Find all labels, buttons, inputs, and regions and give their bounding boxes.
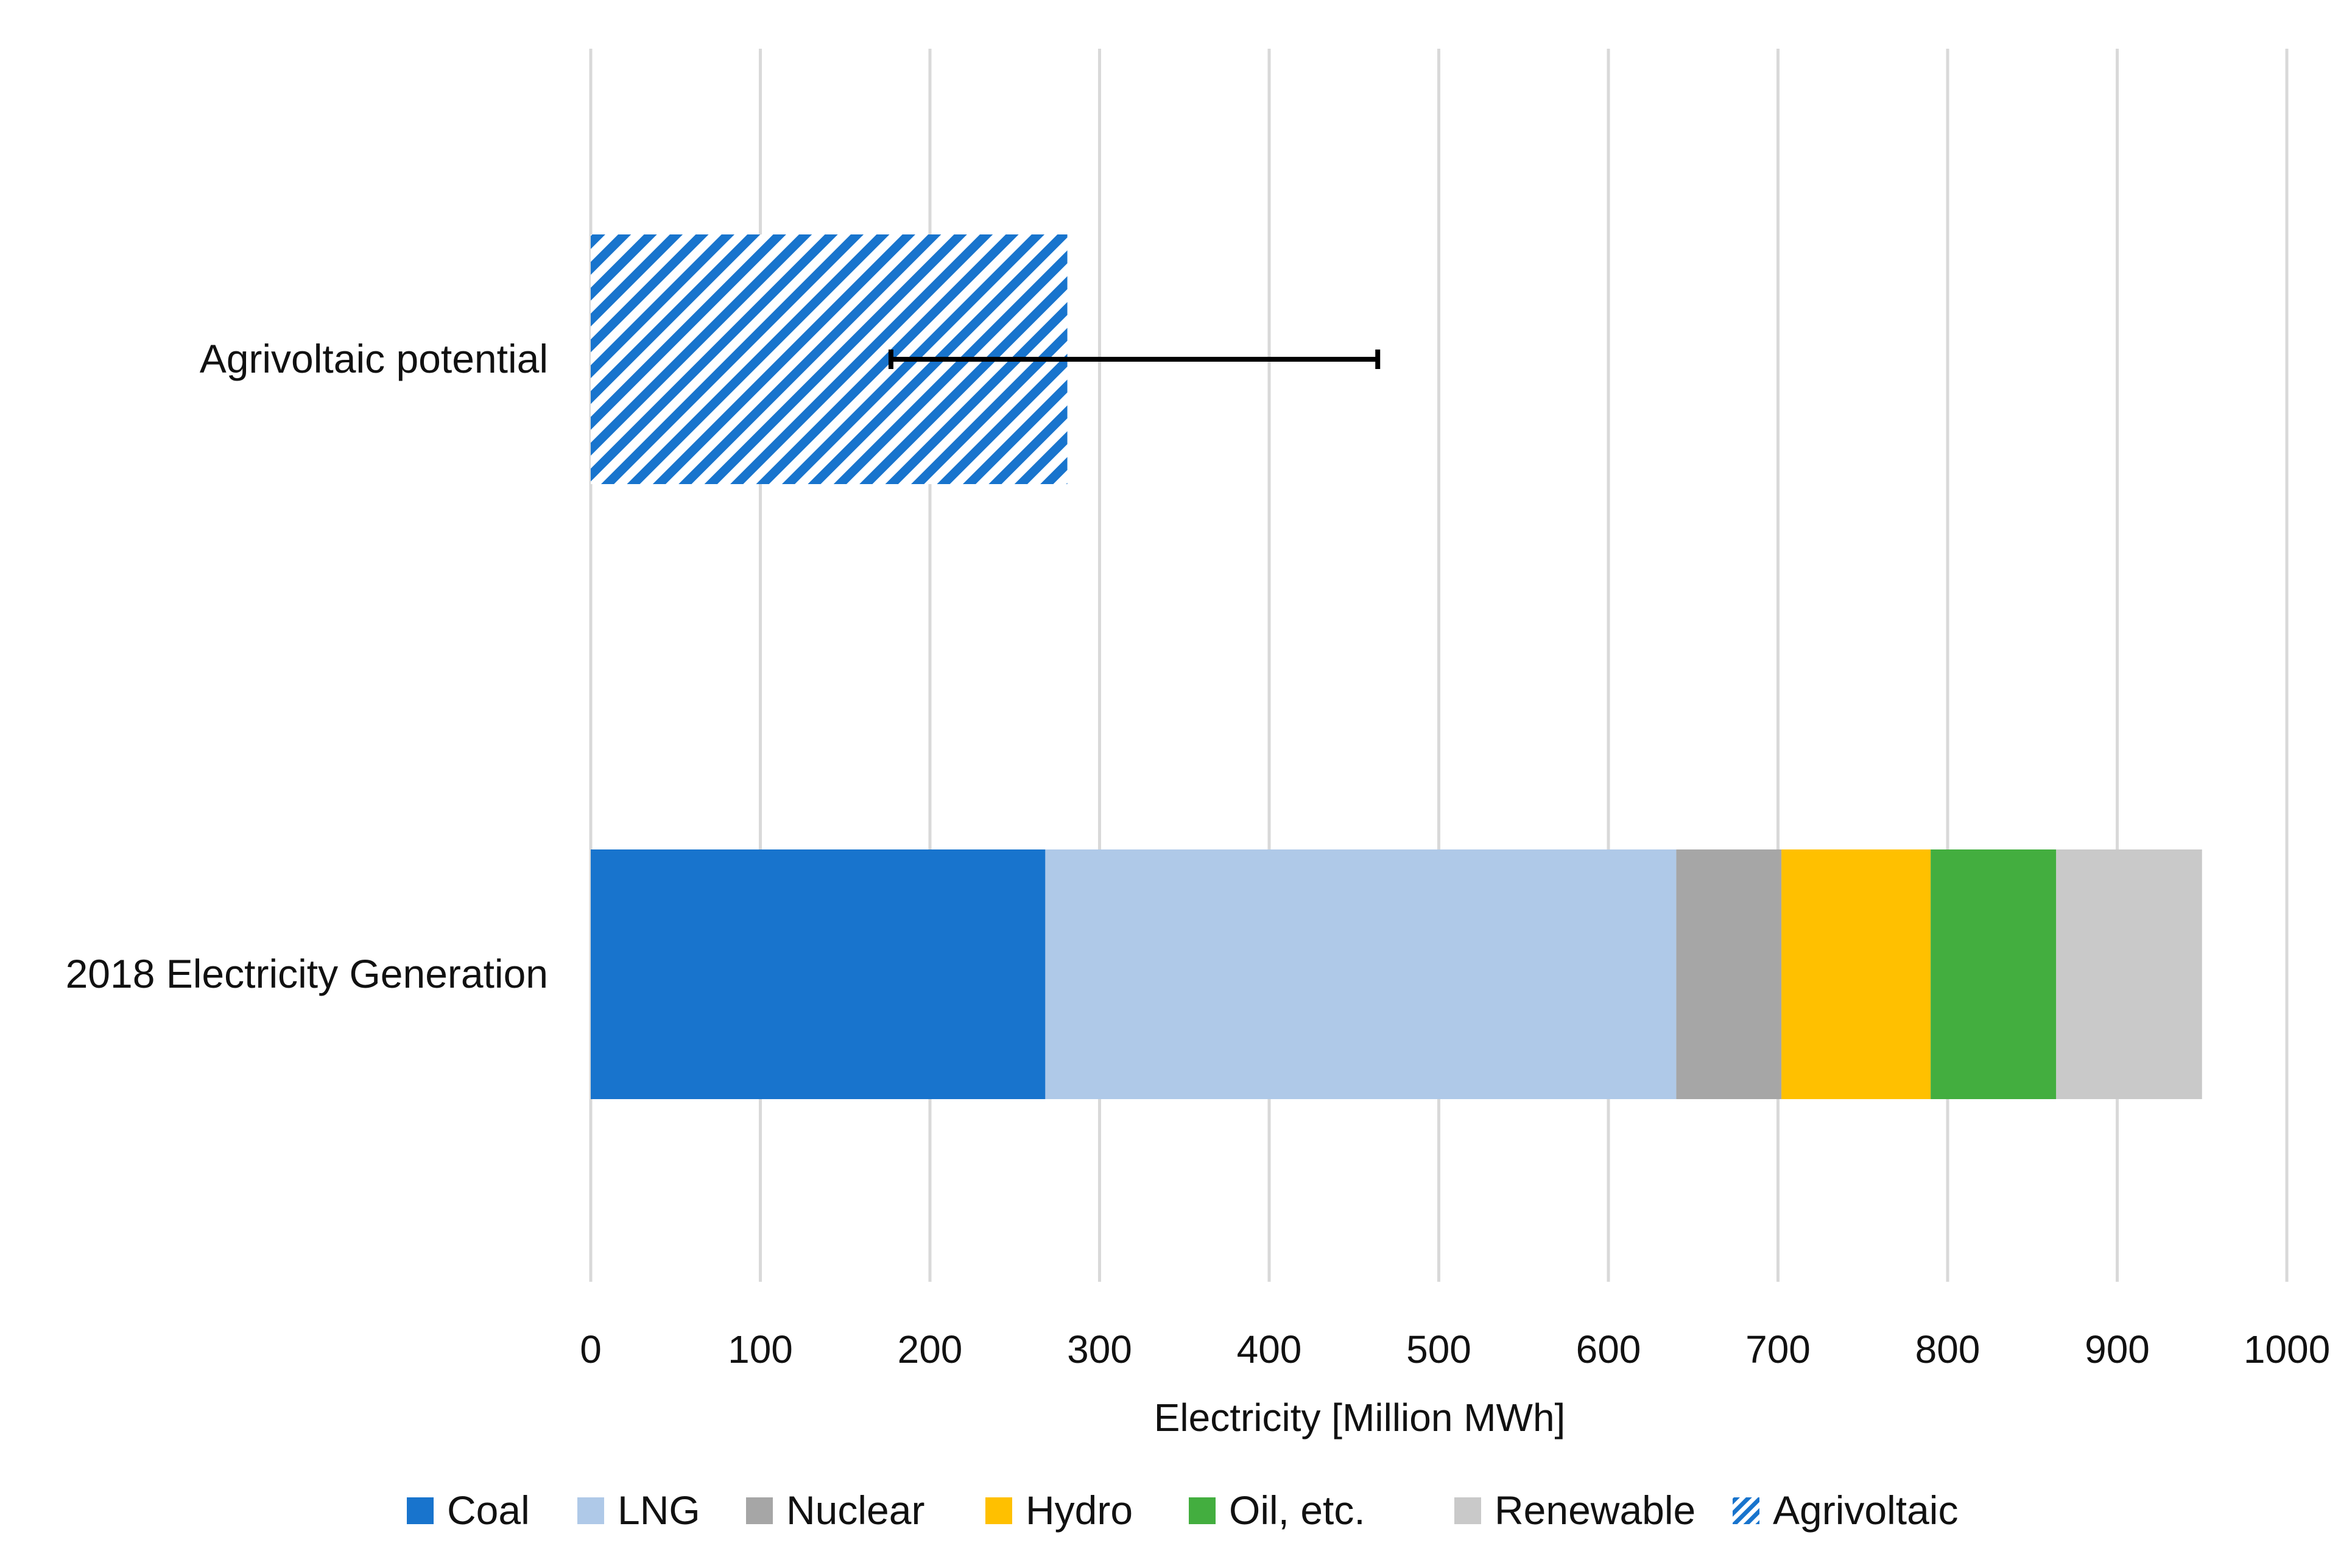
x-tick-label-500: 500 [1406, 1327, 1471, 1371]
bar-2018-electricity-generation-oil-etc [1931, 849, 2057, 1099]
x-tick-label-300: 300 [1067, 1327, 1132, 1371]
legend-label-oil-etc: Oil, etc. [1229, 1488, 1365, 1533]
category-labels: Agrivoltaic potential 2018 Electricity Ge… [66, 336, 548, 996]
bar-2018-electricity-generation-hydro [1781, 849, 1931, 1099]
error-bars [888, 350, 1381, 369]
legend-swatch-lng [577, 1497, 604, 1524]
bar-2018-electricity-generation-nuclear [1676, 849, 1782, 1099]
legend-label-nuclear: Nuclear [786, 1488, 924, 1533]
x-axis-title: Electricity [Million MWh] [1154, 1396, 1566, 1440]
legend-swatch-nuclear [746, 1497, 773, 1524]
legend-label-renewable: Renewable [1495, 1488, 1695, 1533]
bars [591, 234, 2202, 1099]
legend-swatch-renewable [1454, 1497, 1481, 1524]
legend-swatch-coal [407, 1497, 434, 1524]
legend-label-lng: LNG [618, 1488, 700, 1533]
x-tick-label-1000: 1000 [2244, 1327, 2330, 1371]
x-tick-label-200: 200 [898, 1327, 963, 1371]
legend-swatch-oil-etc [1189, 1497, 1216, 1524]
x-tick-label-800: 800 [1915, 1327, 1981, 1371]
category-label-2018-electricity-generation: 2018 Electricity Generation [66, 951, 548, 996]
x-tick-label-700: 700 [1745, 1327, 1811, 1371]
x-tick-label-400: 400 [1237, 1327, 1302, 1371]
category-label-agrivoltaic-potential: Agrivoltaic potential [200, 336, 548, 381]
x-tick-labels: 0 100 200 300 400 500 600 700 800 900 1000 [580, 1327, 2330, 1371]
x-tick-label-600: 600 [1576, 1327, 1641, 1371]
legend: Coal LNG Nuclear Hydro Oil, etc. Renewable Agr… [407, 1488, 1958, 1533]
legend-swatch-hydro [985, 1497, 1012, 1524]
x-tick-label-900: 900 [2085, 1327, 2150, 1371]
legend-label-agrivoltaic: Agrivoltaic [1773, 1488, 1958, 1533]
legend-label-hydro: Hydro [1026, 1488, 1133, 1533]
bar-2018-electricity-generation-coal [591, 849, 1046, 1099]
legend-swatch-agrivoltaic [1733, 1497, 1759, 1524]
x-tick-label-100: 100 [728, 1327, 793, 1371]
bar-2018-electricity-generation-renewable [2056, 849, 2202, 1099]
x-tick-label-0: 0 [580, 1327, 602, 1371]
bar-2018-electricity-generation-lng [1045, 849, 1677, 1099]
legend-label-coal: Coal [447, 1488, 530, 1533]
